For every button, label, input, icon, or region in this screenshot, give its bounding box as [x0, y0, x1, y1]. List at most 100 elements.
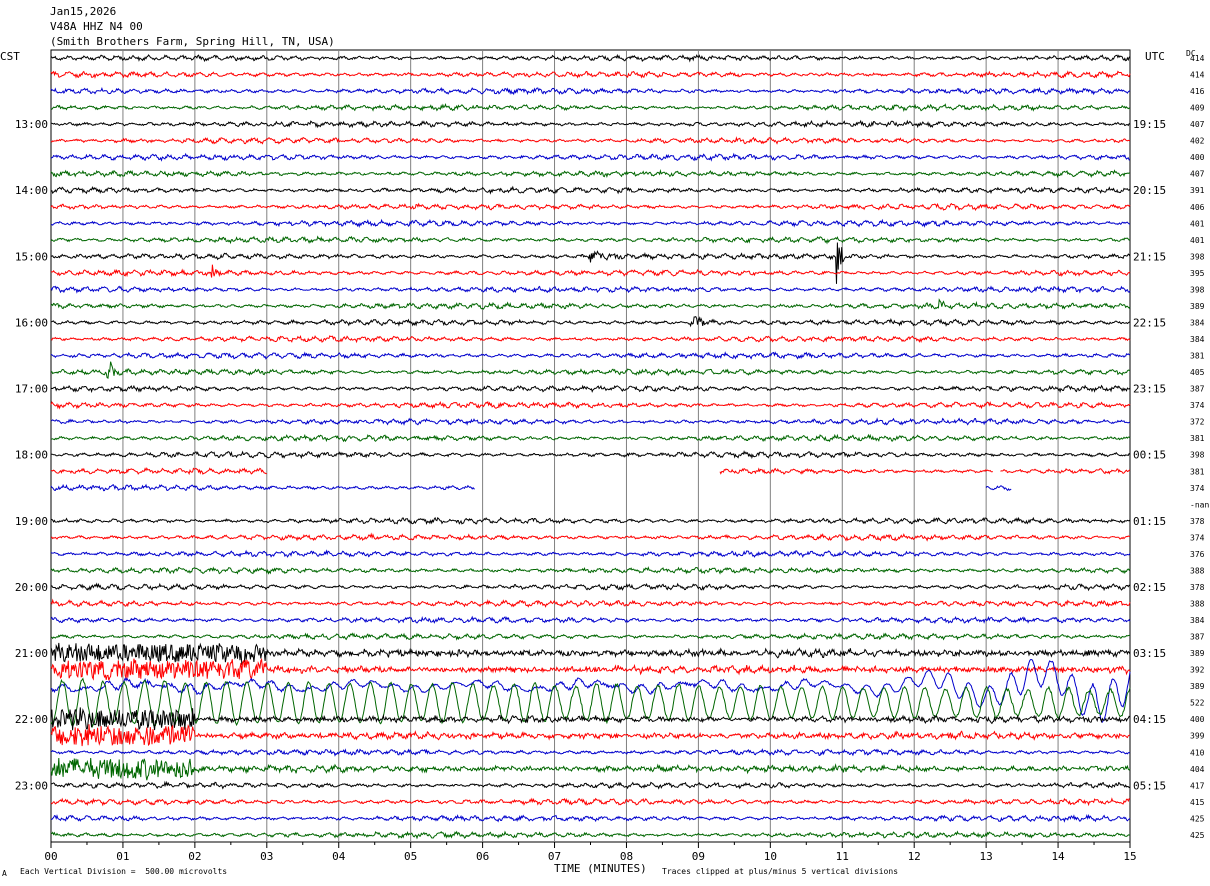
trace-row — [50, 218, 1131, 229]
trace-row — [50, 677, 1131, 729]
dc-offset-label: 389 — [1190, 682, 1205, 691]
station-code: V48A HHZ N4 00 — [50, 20, 143, 33]
trace-row — [50, 315, 1131, 328]
dc-offset-label: 384 — [1190, 616, 1205, 625]
dc-offset-label: 374 — [1190, 401, 1205, 410]
x-tick-label: 11 — [836, 850, 849, 863]
dc-offset-label: 425 — [1190, 814, 1205, 823]
clip-note: Traces clipped at plus/minus 5 vertical … — [662, 867, 899, 876]
trace-row — [50, 780, 1131, 790]
dc-offset-label: 425 — [1190, 831, 1205, 840]
right-hour-label: 03:15 — [1133, 647, 1166, 660]
dc-offset-label: 389 — [1190, 302, 1205, 311]
dc-offset-label: 398 — [1190, 252, 1205, 261]
x-tick-label: 07 — [548, 850, 561, 863]
left-hour-label: 14:00 — [15, 184, 48, 197]
left-hour-label: 18:00 — [15, 449, 48, 462]
x-tick-label: 00 — [44, 850, 57, 863]
trace-row — [50, 335, 1131, 344]
station-location: (Smith Brothers Farm, Spring Hill, TN, U… — [50, 35, 335, 48]
trace-row — [50, 433, 1131, 443]
dc-offset-label: 399 — [1190, 732, 1205, 741]
x-tick-label: 02 — [188, 850, 201, 863]
scale-mark: A — [2, 869, 7, 878]
dc-offset-label: 388 — [1190, 599, 1205, 608]
trace-row — [50, 152, 1131, 162]
trace-row — [50, 400, 1131, 410]
dc-offset-label: 372 — [1190, 418, 1205, 427]
dc-offset-label: 389 — [1190, 649, 1205, 658]
trace-row — [50, 53, 1131, 63]
dc-offset-label: 387 — [1190, 633, 1205, 642]
dc-offset-label: 414 — [1190, 71, 1205, 80]
trace-row — [50, 185, 1131, 195]
x-tick-label: 10 — [764, 850, 777, 863]
x-tick-label: 12 — [908, 850, 921, 863]
dc-offset-label: 400 — [1190, 153, 1205, 162]
trace-row — [50, 235, 1131, 245]
x-tick-label: 01 — [116, 850, 129, 863]
dc-offset-label: 416 — [1190, 87, 1205, 96]
trace-row — [50, 285, 1131, 294]
x-tick-label: 09 — [692, 850, 705, 863]
trace-row — [50, 136, 1131, 145]
trace-row — [50, 450, 1131, 460]
dc-offset-label: 381 — [1190, 352, 1205, 361]
dc-offset-label: 407 — [1190, 170, 1205, 179]
trace-row — [50, 658, 1131, 723]
dc-label: DC — [1186, 49, 1196, 58]
dc-offset-label: 402 — [1190, 137, 1205, 146]
trace-row — [50, 598, 1131, 608]
right-hour-label: 05:15 — [1133, 779, 1166, 792]
trace-row — [985, 485, 1012, 492]
plot-frame — [50, 49, 1131, 843]
trace-row — [50, 657, 1131, 682]
left-hour-label: 23:00 — [15, 779, 48, 792]
right-hour-label: 23:15 — [1133, 383, 1166, 396]
trace-row — [50, 723, 1131, 747]
trace-row — [719, 467, 994, 475]
dc-offset-label: 406 — [1190, 203, 1205, 212]
trace-row — [51, 748, 1131, 757]
trace-row — [50, 549, 1131, 558]
dc-offset-label: 381 — [1190, 434, 1205, 443]
x-axis-title: TIME (MINUTES) — [554, 862, 647, 875]
trace-row — [50, 86, 1131, 96]
trace-row — [50, 417, 1131, 426]
dc-offset-label: 374 — [1190, 533, 1205, 542]
trace-row — [50, 757, 1131, 781]
x-tick-label: 05 — [404, 850, 417, 863]
trace-row — [50, 707, 1131, 731]
right-hour-label: 00:15 — [1133, 449, 1166, 462]
dc-offset-label: 398 — [1190, 451, 1205, 460]
dc-offset-label: 407 — [1190, 120, 1205, 129]
left-hour-label: 19:00 — [15, 515, 48, 528]
dc-offset-label: 388 — [1190, 566, 1205, 575]
trace-row — [50, 830, 1131, 840]
dc-offset-label: 381 — [1190, 467, 1205, 476]
dc-offset-label: 405 — [1190, 368, 1205, 377]
x-tick-label: 15 — [1123, 850, 1136, 863]
dc-offset-label: 398 — [1190, 285, 1205, 294]
trace-row — [50, 264, 1131, 278]
dc-offset-label: 384 — [1190, 335, 1205, 344]
right-hour-label: 20:15 — [1133, 184, 1166, 197]
dc-offset-label: -nan — [1190, 500, 1209, 509]
dc-offset-label: 522 — [1190, 699, 1205, 708]
plot-date: Jan15,2026 — [50, 5, 117, 18]
trace-row — [50, 582, 1131, 592]
trace-row — [50, 119, 1131, 129]
dc-offset-label: 401 — [1190, 236, 1205, 245]
dc-offset-label: 395 — [1190, 269, 1205, 278]
x-tick-label: 04 — [332, 850, 346, 863]
dc-offset-label: 401 — [1190, 219, 1205, 228]
dc-offset-label: 417 — [1190, 781, 1205, 790]
trace-row — [50, 615, 1131, 625]
right-hour-label: 01:15 — [1133, 515, 1166, 528]
right-timezone-label: UTC — [1145, 50, 1165, 63]
dc-offset-label: 378 — [1190, 583, 1205, 592]
left-hour-label: 20:00 — [15, 581, 48, 594]
dc-offset-label: 374 — [1190, 484, 1205, 493]
left-hour-label: 16:00 — [15, 316, 48, 329]
trace-row — [50, 298, 1131, 311]
